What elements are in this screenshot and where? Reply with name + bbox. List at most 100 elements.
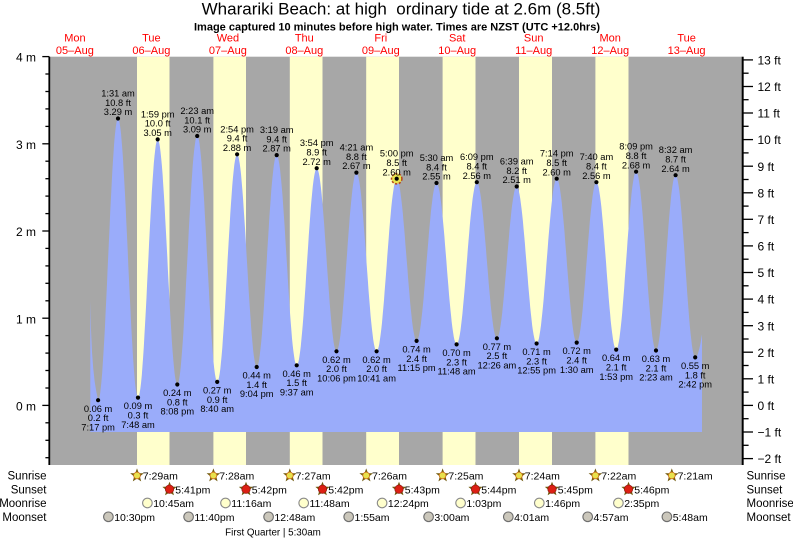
svg-text:13 ft: 13 ft [758,54,782,68]
svg-text:0.55 m: 0.55 m [681,361,710,371]
svg-text:10.8 ft: 10.8 ft [105,98,131,108]
svg-text:8.4 ft: 8.4 ft [426,162,447,172]
svg-text:3 m: 3 m [16,138,36,152]
svg-text:0.06 m: 0.06 m [84,404,113,414]
svg-text:7:17 pm: 7:17 pm [81,422,115,432]
svg-text:8.4 ft: 8.4 ft [466,162,487,172]
svg-text:5:41pm: 5:41pm [175,484,210,496]
svg-text:1.5 ft: 1.5 ft [286,378,307,388]
svg-text:11 ft: 11 ft [758,107,781,121]
svg-text:11:15 pm: 11:15 pm [398,363,436,373]
svg-text:11:48am: 11:48am [310,498,350,510]
svg-text:5:42pm: 5:42pm [328,484,363,496]
svg-text:0.2 ft: 0.2 ft [88,413,109,423]
svg-text:2:23 am: 2:23 am [639,373,673,383]
svg-text:9:04 pm: 9:04 pm [240,389,274,399]
svg-text:5:42pm: 5:42pm [252,484,287,496]
svg-text:Tue: Tue [142,32,161,44]
svg-text:7:21am: 7:21am [678,471,713,483]
svg-text:5:45pm: 5:45pm [558,484,593,496]
svg-text:2.67 m: 2.67 m [342,161,371,171]
svg-text:Mon: Mon [64,32,85,44]
svg-text:2 m: 2 m [16,225,36,239]
svg-text:Sun: Sun [524,32,544,44]
svg-text:1:46pm: 1:46pm [545,498,580,510]
svg-text:2.5 ft: 2.5 ft [487,351,508,361]
svg-text:Sunset: Sunset [747,484,784,496]
svg-text:3.09 m: 3.09 m [183,125,212,135]
svg-text:2.4 ft: 2.4 ft [566,356,587,366]
svg-text:10:30pm: 10:30pm [114,512,155,524]
svg-text:7:29am: 7:29am [143,471,178,483]
svg-text:1:59 pm: 1:59 pm [141,109,175,119]
svg-text:7:40 am: 7:40 am [580,152,614,162]
svg-text:8.2 ft: 8.2 ft [506,166,527,176]
svg-text:7:14 pm: 7:14 pm [540,149,574,159]
svg-text:0.62 m: 0.62 m [322,355,351,365]
svg-text:5:43pm: 5:43pm [405,484,440,496]
svg-text:2:35pm: 2:35pm [624,498,659,510]
svg-text:0.24 m: 0.24 m [163,388,192,398]
svg-text:5:44pm: 5:44pm [481,484,516,496]
svg-text:11:40pm: 11:40pm [194,512,234,524]
svg-text:2:54 pm: 2:54 pm [220,124,254,134]
svg-text:8.8 ft: 8.8 ft [346,152,367,162]
svg-text:1.8 ft: 1.8 ft [685,370,706,380]
svg-text:07–Aug: 07–Aug [209,45,247,57]
svg-text:06–Aug: 06–Aug [132,45,170,57]
svg-text:2.87 m: 2.87 m [262,144,291,154]
svg-text:1 m: 1 m [16,312,36,326]
svg-text:Wed: Wed [217,32,239,44]
svg-text:2:42 pm: 2:42 pm [678,380,712,390]
svg-text:Wharariki Beach: at high ordi: Wharariki Beach: at high ordinary tide a… [202,0,601,19]
svg-text:7:48 am: 7:48 am [121,420,155,430]
svg-text:1.4 ft: 1.4 ft [246,380,267,390]
svg-text:0 m: 0 m [16,400,36,414]
svg-text:3.05 m: 3.05 m [143,128,172,138]
svg-text:3.29 m: 3.29 m [104,107,133,117]
svg-text:Fri: Fri [374,32,387,44]
svg-text:8:08 pm: 8:08 pm [161,407,195,417]
svg-text:7:25am: 7:25am [448,471,483,483]
svg-text:4:57am: 4:57am [594,512,629,524]
svg-text:2.55 m: 2.55 m [422,172,451,182]
svg-text:0.3 ft: 0.3 ft [128,411,149,421]
svg-text:8:40 am: 8:40 am [200,404,234,414]
svg-text:7:27am: 7:27am [296,471,331,483]
svg-text:10:41 am: 10:41 am [357,374,396,384]
svg-text:08–Aug: 08–Aug [285,45,323,57]
svg-text:1:55am: 1:55am [355,512,390,524]
svg-text:0.70 m: 0.70 m [442,348,471,358]
svg-text:−1 ft: −1 ft [758,426,782,440]
svg-text:2.64 m: 2.64 m [661,164,690,174]
svg-text:Moonset: Moonset [747,512,792,524]
svg-text:10:45am: 10:45am [153,498,194,510]
svg-text:5 ft: 5 ft [758,266,775,280]
svg-text:0.64 m: 0.64 m [602,353,631,363]
svg-text:2.88 m: 2.88 m [223,143,252,153]
svg-text:13–Aug: 13–Aug [668,45,706,57]
svg-text:0.46 m: 0.46 m [282,369,311,379]
svg-text:6:39 am: 6:39 am [500,157,534,167]
svg-text:6:09 pm: 6:09 pm [460,152,494,162]
svg-text:5:46pm: 5:46pm [634,484,669,496]
svg-text:1:30 am: 1:30 am [560,365,594,375]
svg-text:Sunrise: Sunrise [747,471,786,483]
svg-text:2.51 m: 2.51 m [502,175,531,185]
svg-text:2 ft: 2 ft [758,346,775,360]
svg-text:2.1 ft: 2.1 ft [646,363,667,373]
svg-text:Mon: Mon [599,32,620,44]
svg-text:11:48 am: 11:48 am [438,367,476,377]
svg-text:05–Aug: 05–Aug [56,45,94,57]
svg-text:0.8 ft: 0.8 ft [167,397,188,407]
svg-text:12:48am: 12:48am [274,512,315,524]
svg-text:6 ft: 6 ft [758,240,775,254]
svg-text:First Quarter | 5:30am: First Quarter | 5:30am [225,527,321,538]
svg-text:3:00am: 3:00am [434,512,469,524]
svg-text:9.4 ft: 9.4 ft [266,134,287,144]
svg-text:4 m: 4 m [16,51,36,65]
svg-text:0.09 m: 0.09 m [124,401,153,411]
svg-text:8.5 ft: 8.5 ft [546,158,567,168]
svg-text:9:37 am: 9:37 am [280,388,314,398]
svg-text:8.5 ft: 8.5 ft [386,158,407,168]
